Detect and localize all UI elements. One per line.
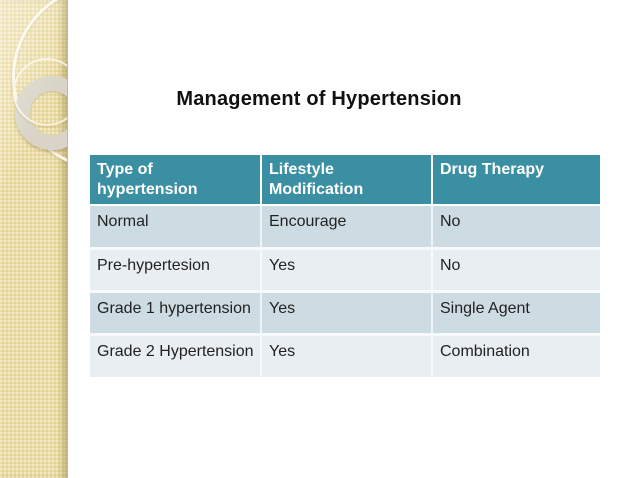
cell-type: Pre-hypertesion <box>90 246 261 291</box>
header-drug-therapy: Drug Therapy <box>431 155 600 206</box>
table-header-row: Type of hypertension Lifestyle Modificat… <box>90 155 600 206</box>
cell-lifestyle: Yes <box>260 246 432 291</box>
table-row-normal: Normal Encourage No <box>90 205 600 248</box>
cell-lifestyle: Encourage <box>260 205 432 248</box>
page-title: Management of Hypertension <box>176 88 462 110</box>
theme-side-band <box>0 0 68 478</box>
cell-drug: Single Agent <box>431 289 600 334</box>
cell-type: Grade 2 Hypertension <box>90 332 261 377</box>
table-row-pre-hypertension: Pre-hypertesion Yes No <box>90 246 600 291</box>
cell-lifestyle: Yes <box>260 332 432 377</box>
cell-drug: Combination <box>431 332 600 377</box>
cell-lifestyle: Yes <box>260 289 432 334</box>
cell-drug: No <box>431 205 600 248</box>
cell-type: Grade 1 hypertension <box>90 289 261 334</box>
table-row-grade-2: Grade 2 Hypertension Yes Combination <box>90 332 600 377</box>
cell-drug: No <box>431 246 600 291</box>
cell-type: Normal <box>90 205 261 248</box>
header-lifestyle-modification: Lifestyle Modification <box>260 155 432 206</box>
table-row-grade-1: Grade 1 hypertension Yes Single Agent <box>90 289 600 334</box>
header-type-of-hypertension: Type of hypertension <box>90 155 261 206</box>
hypertension-table: Type of hypertension Lifestyle Modificat… <box>90 155 600 377</box>
